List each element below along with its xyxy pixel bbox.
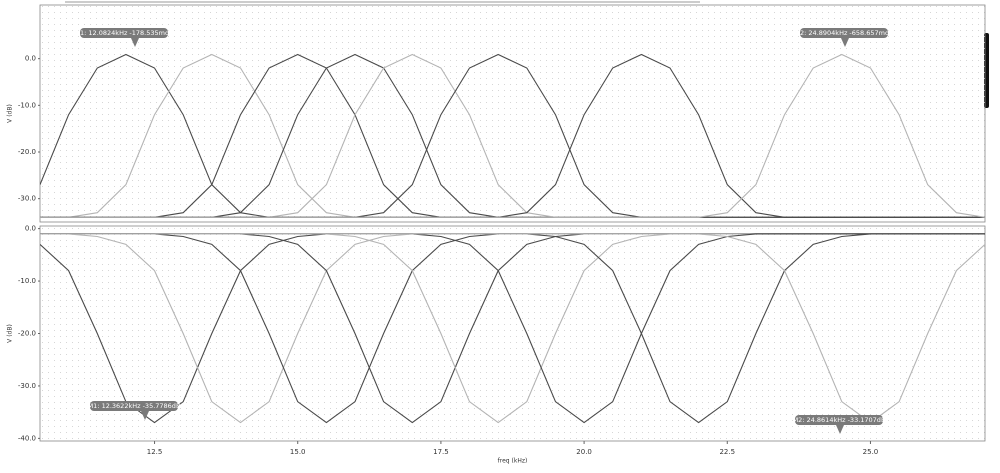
x-axis-label: freq (kHz) (498, 458, 528, 465)
annotation-text: M2: 24.8614kHz -33.1707dB (793, 416, 886, 424)
x-tick-label: 15.0 (290, 448, 306, 456)
plot-area (39, 225, 986, 442)
plots: 0.0 -10.0 -20.0 -30.0 V (dB) M1: 12.0824kHz -… (7, 4, 986, 465)
y-tick-label: 0.0 (25, 55, 36, 63)
x-tick-label: 20.0 (576, 448, 592, 456)
x-tick-label: 12.5 (147, 448, 163, 456)
marker-annotation: M2: 24.8904kHz -658.657mdB (794, 28, 894, 47)
x-tick-label: 25.0 (863, 448, 879, 456)
y-tick-label: -20.0 (18, 330, 36, 338)
y-tick-label: -10.0 (18, 277, 36, 285)
annotation-pointer (141, 411, 149, 420)
y-axis-label: V (dB) (7, 324, 14, 343)
y-tick-label: 0.0 (25, 225, 36, 233)
plot-area (39, 4, 986, 223)
series-line (40, 53, 985, 218)
x-tick-label: 22.5 (719, 448, 735, 456)
annotation-text: M1: 12.0824kHz -178.535mdB (74, 29, 173, 37)
y-tick-label: -10.0 (18, 101, 36, 109)
annotation-text: M1: 12.3622kHz -35.7786dB (88, 402, 181, 410)
x-tick-label: 17.5 (433, 448, 449, 456)
annotation-pointer (131, 38, 139, 47)
y-tick-label: -40.0 (18, 434, 36, 442)
series-line (40, 233, 985, 424)
annotation-box (90, 401, 178, 411)
y-tick-label: -30.0 (18, 195, 36, 203)
y-tick-label: -30.0 (18, 382, 36, 390)
annotation-text: M2: 24.8904kHz -658.657mdB (794, 29, 893, 37)
annotation-box (800, 28, 888, 38)
marker-annotation: M1: 12.0824kHz -178.535mdB (74, 28, 174, 47)
annotation-pointer (836, 425, 844, 434)
annotation-box (795, 415, 883, 425)
marker-annotation: M1: 12.3622kHz -35.7786dB (88, 401, 181, 420)
annotation-pointer (841, 38, 849, 47)
marker-annotation: M2: 24.8614kHz -33.1707dB (793, 415, 886, 434)
y-axis-label: V (dB) (7, 104, 14, 123)
annotation-box (80, 28, 168, 38)
y-tick-label: -20.0 (18, 148, 36, 156)
